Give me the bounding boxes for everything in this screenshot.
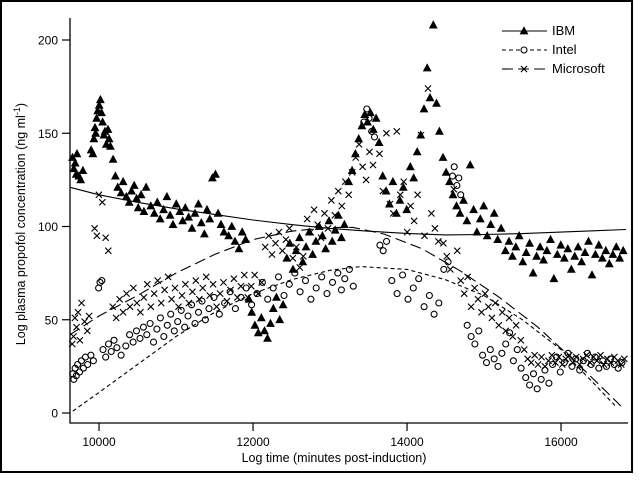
- legend-label-intel: Intel: [552, 42, 577, 57]
- x-tick-label: 16000: [544, 435, 578, 449]
- y-axis-label-close: ): [14, 102, 29, 108]
- y-tick-label: 0: [51, 407, 58, 421]
- y-tick-label: 50: [45, 313, 59, 327]
- microsoft-trend-line: [69, 226, 625, 410]
- legend-item-ibm: IBM: [501, 21, 605, 40]
- x-tick-label: 14000: [390, 435, 424, 449]
- axes: [69, 18, 628, 424]
- legend-item-microsoft: Microsoft: [501, 59, 605, 78]
- x-tick-label: 12000: [236, 435, 270, 449]
- legend: IBM Intel Microsoft: [501, 21, 605, 78]
- figure-border: [0, 0, 633, 473]
- y-tick-label: 200: [38, 34, 58, 48]
- legend-label-microsoft: Microsoft: [552, 61, 605, 76]
- x-tick-label: 10000: [82, 435, 116, 449]
- x-axis-label: Log time (minutes post-induction): [241, 451, 427, 465]
- microsoft-line-x-icon: [502, 65, 547, 72]
- legend-label-ibm: IBM: [552, 23, 576, 38]
- y-axis-label-text: Log plasma propofol concentration (ng ml: [14, 115, 29, 346]
- y-axis-label-superscript: -1: [11, 107, 22, 116]
- y-tick-label: 150: [38, 127, 58, 141]
- legend-item-intel: Intel: [501, 40, 605, 59]
- y-tick-label: 100: [38, 220, 58, 234]
- ibm-line-triangle-icon: [502, 25, 547, 34]
- intel-line-circle-icon: [502, 45, 547, 54]
- intel-trend-line: [72, 266, 616, 412]
- y-axis-label: Log plasma propofol concentration (ng ml…: [12, 24, 28, 424]
- microsoft-points: [68, 85, 628, 370]
- intel-points: [69, 105, 626, 393]
